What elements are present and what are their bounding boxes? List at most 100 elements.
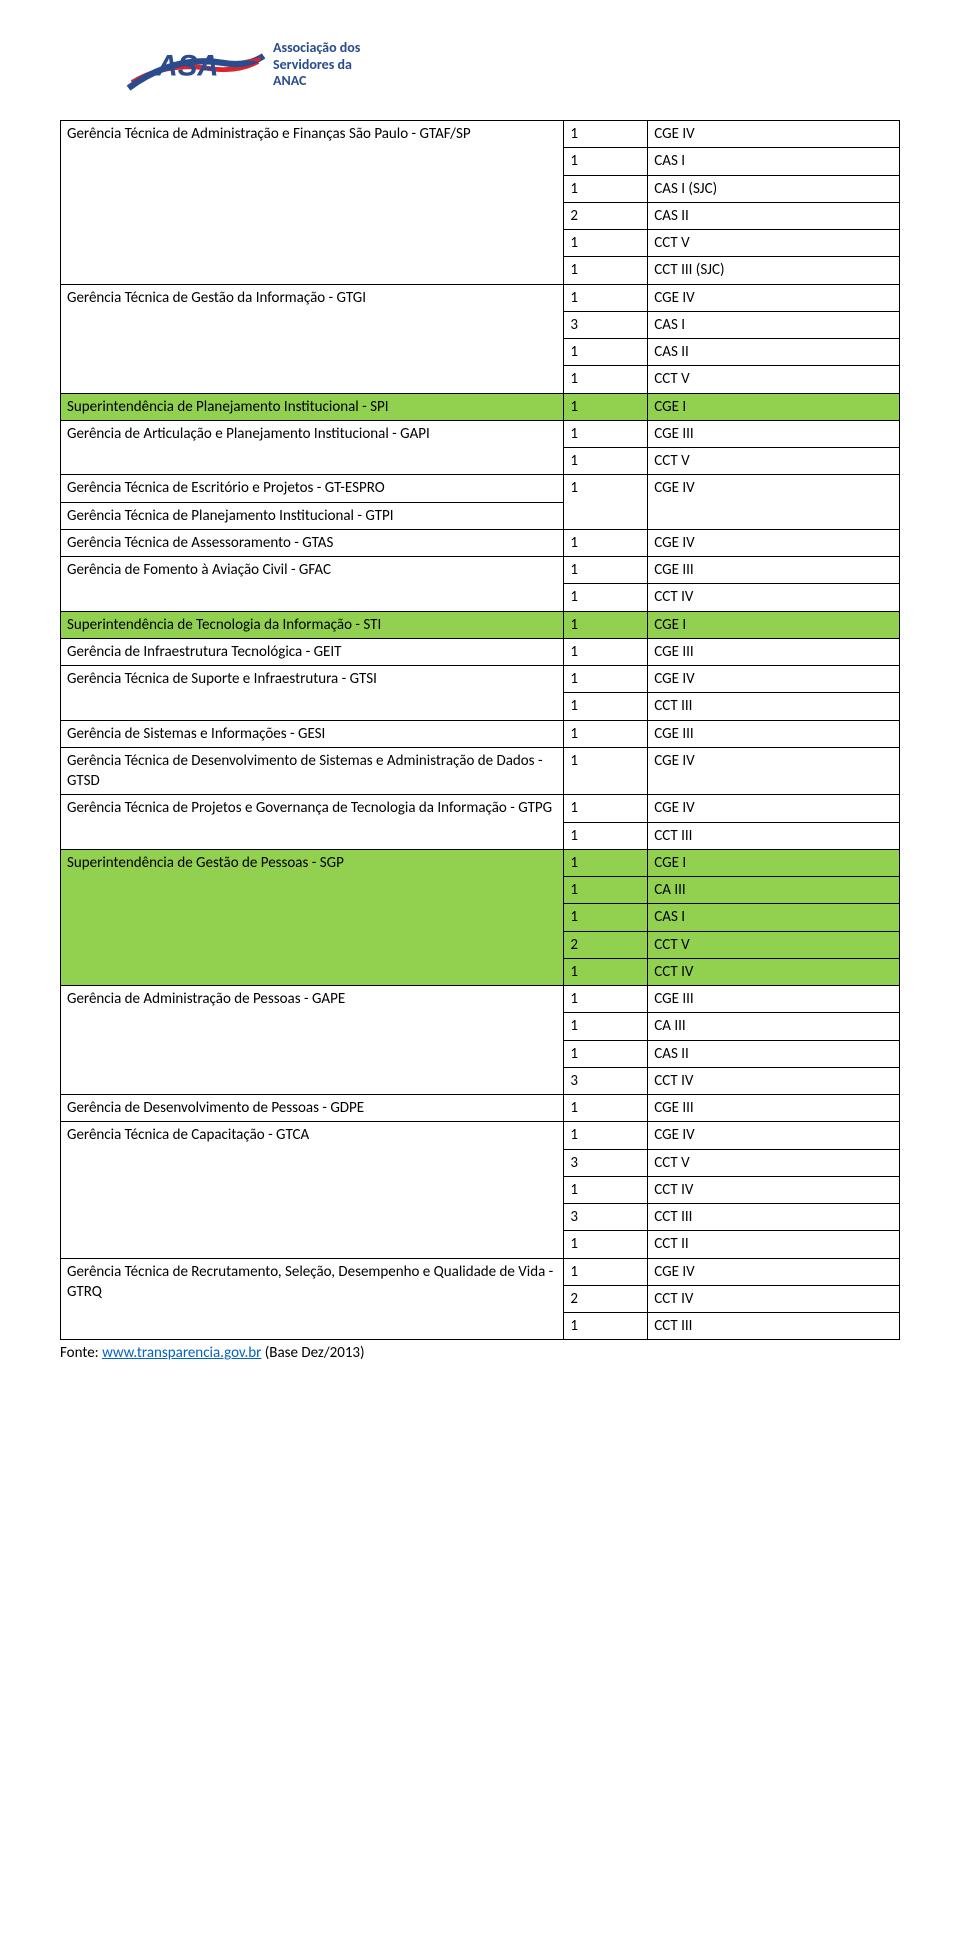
table-row: Gerência Técnica de Suporte e Infraestru… (61, 666, 900, 693)
row-count: 1 (564, 448, 648, 475)
row-name: Gerência Técnica de Desenvolvimento de S… (61, 747, 564, 795)
row-count: 1 (564, 230, 648, 257)
row-code: CCT IV (648, 958, 900, 985)
row-count: 1 (564, 849, 648, 876)
row-code: CGE IV (648, 475, 900, 530)
row-code: CAS II (648, 1040, 900, 1067)
row-count: 3 (564, 1067, 648, 1094)
row-count: 1 (564, 1176, 648, 1203)
row-count: 1 (564, 904, 648, 931)
row-code: CGE IV (648, 1258, 900, 1285)
table-row: Gerência Técnica de Recrutamento, Seleçã… (61, 1258, 900, 1285)
table-row: Gerência de Desenvolvimento de Pessoas -… (61, 1095, 900, 1122)
table-row: Superintendência de Tecnologia da Inform… (61, 611, 900, 638)
table-row: Gerência Técnica de Capacitação - GTCA1C… (61, 1122, 900, 1149)
logo-fulltext: Associação dosServidores daANAC (273, 40, 360, 90)
row-count: 1 (564, 366, 648, 393)
footer-prefix: Fonte: (60, 1344, 102, 1362)
row-count: 1 (564, 877, 648, 904)
row-name: Superintendência de Planejamento Institu… (61, 393, 564, 420)
row-code: CGE IV (648, 284, 900, 311)
row-code: CGE III (648, 986, 900, 1013)
footer-suffix: (Base Dez/2013) (261, 1344, 364, 1362)
table-row: Gerência Técnica de Assessoramento - GTA… (61, 529, 900, 556)
row-name: Superintendência de Gestão de Pessoas - … (61, 849, 564, 985)
row-count: 2 (564, 1285, 648, 1312)
row-name: Gerência Técnica de Administração e Fina… (61, 121, 564, 285)
row-count: 1 (564, 475, 648, 530)
table-row: Gerência Técnica de Gestão da Informação… (61, 284, 900, 311)
row-name: Gerência Técnica de Capacitação - GTCA (61, 1122, 564, 1258)
row-count: 1 (564, 822, 648, 849)
row-name: Gerência Técnica de Planejamento Institu… (61, 502, 564, 529)
row-code: CCT III (SJC) (648, 257, 900, 284)
row-count: 1 (564, 1231, 648, 1258)
row-name: Superintendência de Tecnologia da Inform… (61, 611, 564, 638)
row-code: CAS II (648, 339, 900, 366)
table-row: Gerência de Sistemas e Informações - GES… (61, 720, 900, 747)
row-count: 1 (564, 795, 648, 822)
row-count: 1 (564, 720, 648, 747)
row-count: 1 (564, 529, 648, 556)
row-code: CGE III (648, 1095, 900, 1122)
row-count: 1 (564, 557, 648, 584)
row-count: 1 (564, 339, 648, 366)
row-code: CGE III (648, 420, 900, 447)
row-count: 1 (564, 420, 648, 447)
row-count: 1 (564, 1013, 648, 1040)
row-count: 1 (564, 958, 648, 985)
table-row: Gerência Técnica de Administração e Fina… (61, 121, 900, 148)
row-code: CGE IV (648, 529, 900, 556)
row-count: 1 (564, 257, 648, 284)
row-name: Gerência de Desenvolvimento de Pessoas -… (61, 1095, 564, 1122)
row-count: 1 (564, 1095, 648, 1122)
row-count: 1 (564, 1258, 648, 1285)
row-code: CAS I (SJC) (648, 175, 900, 202)
row-code: CGE IV (648, 747, 900, 795)
table-row: Gerência Técnica de Desenvolvimento de S… (61, 747, 900, 795)
row-name: Gerência Técnica de Gestão da Informação… (61, 284, 564, 393)
row-code: CCT V (648, 448, 900, 475)
row-count: 1 (564, 1040, 648, 1067)
footer-link[interactable]: www.transparencia.gov.br (102, 1344, 261, 1362)
row-count: 1 (564, 121, 648, 148)
row-code: CGE I (648, 393, 900, 420)
row-code: CGE I (648, 611, 900, 638)
row-code: CCT V (648, 931, 900, 958)
row-code: CAS I (648, 311, 900, 338)
row-code: CGE IV (648, 795, 900, 822)
row-count: 1 (564, 986, 648, 1013)
row-code: CAS I (648, 904, 900, 931)
table-row: Gerência de Infraestrutura Tecnológica -… (61, 638, 900, 665)
logo-asa-icon: ASA (125, 30, 265, 100)
row-code: CGE III (648, 638, 900, 665)
table-row: Gerência de Administração de Pessoas - G… (61, 986, 900, 1013)
row-count: 2 (564, 931, 648, 958)
table-row: Superintendência de Planejamento Institu… (61, 393, 900, 420)
row-count: 1 (564, 393, 648, 420)
row-name: Gerência Técnica de Assessoramento - GTA… (61, 529, 564, 556)
row-code: CCT III (648, 822, 900, 849)
row-code: CCT III (648, 693, 900, 720)
row-code: CGE IV (648, 1122, 900, 1149)
row-code: CGE I (648, 849, 900, 876)
row-name: Gerência de Articulação e Planejamento I… (61, 420, 564, 475)
row-count: 1 (564, 284, 648, 311)
row-code: CCT III (648, 1204, 900, 1231)
row-code: CGE IV (648, 666, 900, 693)
row-code: CGE III (648, 557, 900, 584)
row-count: 1 (564, 747, 648, 795)
footer-source: Fonte: www.transparencia.gov.br (Base De… (60, 1344, 900, 1362)
svg-text:ASA: ASA (156, 50, 219, 83)
row-code: CAS I (648, 148, 900, 175)
table-row: Gerência Técnica de Projetos e Governanç… (61, 795, 900, 822)
row-name: Gerência Técnica de Escritório e Projeto… (61, 475, 564, 502)
row-name: Gerência de Administração de Pessoas - G… (61, 986, 564, 1095)
row-code: CA III (648, 877, 900, 904)
positions-table: Gerência Técnica de Administração e Fina… (60, 120, 900, 1340)
row-count: 3 (564, 1149, 648, 1176)
row-name: Gerência Técnica de Projetos e Governanç… (61, 795, 564, 850)
header-logo: ASA Associação dosServidores daANAC (125, 30, 900, 100)
row-code: CA III (648, 1013, 900, 1040)
row-count: 2 (564, 202, 648, 229)
